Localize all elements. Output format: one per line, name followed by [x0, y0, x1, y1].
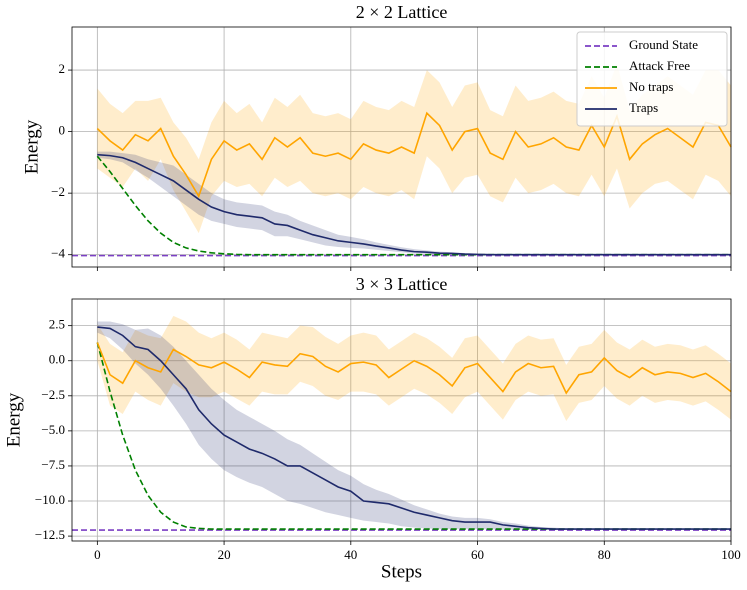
- legend-box: [576, 31, 728, 127]
- series-line: [96, 342, 732, 395]
- y-axis-label: Energy: [3, 392, 24, 447]
- y-tick-label: −2.5: [41, 387, 65, 402]
- chart-title: 2 × 2 Lattice: [356, 2, 448, 22]
- x-tick-label: 100: [721, 547, 741, 562]
- chart-title: 3 × 3 Lattice: [356, 274, 448, 294]
- series-line: [97, 326, 731, 530]
- confidence-band: [97, 151, 732, 256]
- y-tick-label: 0.0: [49, 352, 65, 367]
- y-axis-label: Energy: [21, 119, 42, 174]
- legend-label: Ground State: [629, 37, 698, 52]
- x-tick-label: 80: [598, 547, 611, 562]
- y-tick-label: 0: [59, 123, 66, 138]
- y-tick-label: 2.5: [49, 317, 65, 332]
- y-tick-label: −2: [51, 184, 65, 199]
- y-tick-label: −10.0: [35, 492, 65, 507]
- panel: 2 × 2 Lattice −4 −2 0 2 Energy Ground State Att…: [21, 2, 732, 271]
- x-tick-label: 0: [94, 547, 101, 562]
- legend-label: No traps: [629, 79, 673, 94]
- plot-frame: [71, 26, 732, 268]
- x-axis-label: Steps: [381, 561, 422, 582]
- confidence-band: [97, 315, 732, 422]
- confidence-band: [97, 63, 732, 234]
- series-line: [97, 153, 731, 256]
- series-line: [96, 111, 732, 199]
- y-tick-label: −5.0: [41, 422, 65, 437]
- panel: 3 × 3 Lattice −12.5 −10.0 −7.5 −5.0 −2.5 0.0 2.…: [3, 274, 740, 582]
- x-tick-label: 40: [344, 547, 357, 562]
- legend-label: Attack Free: [629, 58, 690, 73]
- x-tick-label: 60: [471, 547, 484, 562]
- x-tick-label: 20: [218, 547, 231, 562]
- y-tick-label: −12.5: [35, 527, 65, 542]
- y-tick-label: −4: [51, 246, 65, 261]
- y-tick-label: −7.5: [41, 457, 65, 472]
- y-tick-label: 2: [59, 61, 66, 76]
- plot-frame: [71, 298, 732, 542]
- confidence-band: [97, 321, 732, 530]
- legend: Ground State Attack Free No traps Traps: [576, 31, 728, 127]
- legend-label: Traps: [629, 100, 658, 115]
